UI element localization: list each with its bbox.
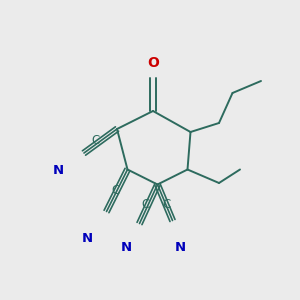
Text: N: N (120, 241, 132, 254)
Text: C: C (162, 197, 171, 211)
Text: C: C (141, 197, 150, 211)
Text: C: C (111, 184, 120, 197)
Text: O: O (147, 56, 159, 70)
Text: N: N (174, 241, 186, 254)
Text: N: N (81, 232, 93, 245)
Text: N: N (53, 164, 64, 178)
Text: C: C (92, 134, 100, 148)
